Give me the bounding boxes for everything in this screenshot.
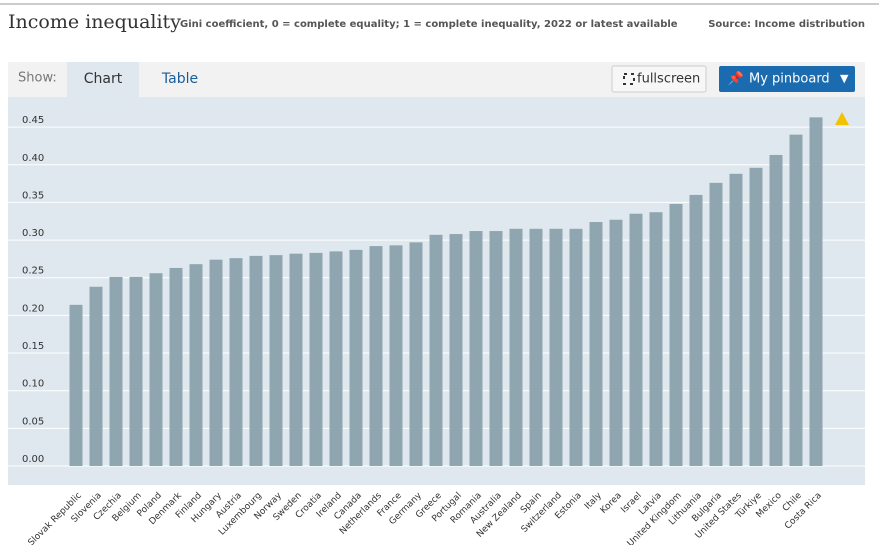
y-tick-label: 0.20	[22, 303, 44, 314]
bar	[189, 264, 203, 466]
bar	[509, 228, 523, 466]
tab[interactable]: Table	[161, 71, 198, 87]
subtitle: Gini coefficient, 0 = complete equality;…	[180, 19, 678, 30]
bar	[289, 253, 303, 466]
bar	[209, 259, 223, 466]
bar	[329, 251, 343, 466]
y-tick-label: 0.10	[22, 379, 44, 390]
bar	[169, 267, 183, 466]
bar	[649, 212, 663, 466]
bar	[569, 228, 583, 466]
bar	[589, 222, 603, 466]
bar	[749, 167, 763, 466]
dropdown-arrow: ▼	[840, 72, 849, 85]
bar	[149, 273, 163, 466]
bar	[809, 117, 823, 467]
bar	[269, 255, 283, 466]
bar	[549, 228, 563, 466]
x-tick-label: Korea	[599, 491, 624, 516]
tab-active[interactable]	[67, 62, 139, 97]
bar	[449, 234, 463, 466]
y-tick-label: 0.30	[22, 228, 44, 239]
bar	[109, 276, 123, 466]
fullscreen-icon	[623, 73, 635, 85]
bar	[609, 219, 623, 466]
bar	[249, 255, 263, 466]
bar	[489, 231, 503, 466]
y-tick-label: 0.00	[22, 454, 44, 465]
show-label: Show:	[18, 71, 57, 86]
bar	[629, 213, 643, 466]
bar	[389, 245, 403, 466]
warning-icon	[835, 112, 849, 125]
bar	[429, 234, 443, 466]
tab[interactable]: Chart	[84, 71, 123, 87]
bar	[529, 228, 543, 466]
y-tick-label: 0.25	[22, 266, 44, 277]
fullscreen-button[interactable]	[611, 65, 707, 93]
y-tick-label: 0.35	[22, 190, 44, 201]
fullscreen-text[interactable]: fullscreen	[637, 72, 700, 87]
pin-icon: 📌	[728, 70, 744, 87]
bar	[89, 286, 103, 466]
pinboard-button[interactable]	[719, 66, 855, 92]
source: Source: Income distribution	[708, 19, 865, 30]
y-tick-label: 0.40	[22, 153, 44, 164]
bar	[369, 246, 383, 466]
bar	[689, 194, 703, 467]
title: Income inequality	[8, 11, 181, 33]
pinboard-text[interactable]: My pinboard	[749, 72, 830, 87]
bar	[409, 242, 423, 466]
bar	[129, 276, 143, 466]
bar	[469, 231, 483, 466]
bar	[769, 154, 783, 466]
bar	[349, 249, 363, 466]
bar	[309, 252, 323, 466]
bar	[789, 134, 803, 466]
bar	[669, 203, 683, 466]
bar	[69, 304, 83, 466]
bar	[729, 173, 743, 466]
bar	[709, 182, 723, 466]
y-tick-label: 0.05	[22, 416, 44, 427]
y-tick-label: 0.15	[22, 341, 44, 352]
y-tick-label: 0.45	[22, 115, 44, 126]
bar	[229, 258, 243, 466]
